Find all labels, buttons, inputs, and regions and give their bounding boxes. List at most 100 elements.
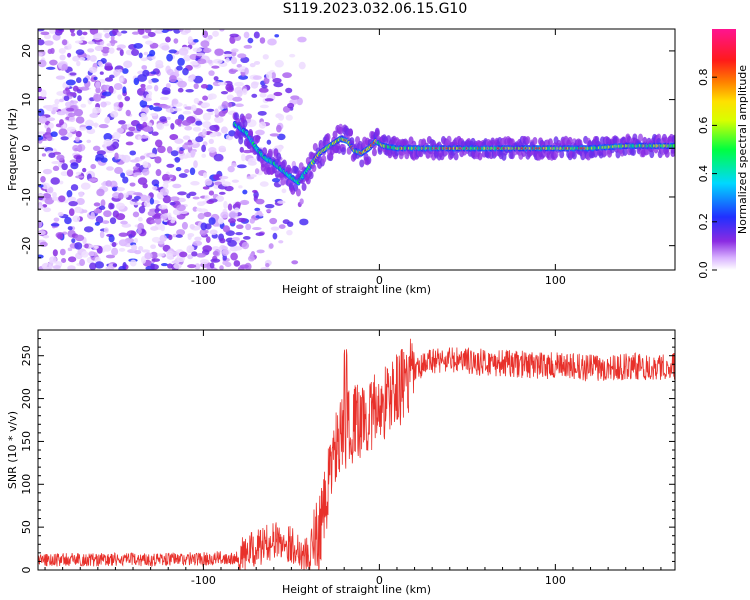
- spectrogram-noise-cell: [221, 101, 229, 109]
- spectrogram-noise-cell: [140, 57, 148, 62]
- spectrogram-noise-cell: [166, 146, 173, 154]
- spectrogram-noise-cell: [197, 212, 205, 220]
- spectrogram-noise-cell: [264, 98, 274, 102]
- spectrogram-noise-cell: [133, 237, 138, 244]
- spectrogram-noise-cell: [272, 77, 282, 84]
- spectrogram-noise-cell: [122, 193, 129, 199]
- spectrogram-noise-cell: [215, 195, 225, 202]
- spectrogram-noise-cell: [160, 224, 166, 232]
- spectrogram-noise-cell: [102, 29, 110, 33]
- spectrogram-noise-cell: [38, 86, 42, 93]
- spectrogram-noise-cell: [162, 182, 169, 189]
- spectrogram-noise-cell: [51, 160, 61, 165]
- spectrogram-noise-cell: [48, 122, 54, 129]
- spectrogram-x-tick-label: -100: [191, 274, 216, 287]
- spectrogram-noise-cell: [75, 49, 85, 56]
- colorbar-tick-label: 0.2: [697, 213, 710, 231]
- spectrogram-noise-cell: [175, 166, 182, 172]
- spectrogram-noise-cell: [149, 49, 156, 57]
- spectrogram-noise-cell: [208, 93, 217, 100]
- spectrogram-noise-cell: [162, 195, 172, 204]
- spectrogram-noise-cell: [165, 83, 171, 89]
- spectrogram-noise-cell: [254, 207, 261, 212]
- spectrogram-noise-cell: [116, 47, 122, 51]
- spectrogram-noise-cell: [139, 155, 146, 160]
- spectrogram-noise-cell: [190, 104, 197, 112]
- spectrogram-noise-cell: [88, 251, 95, 257]
- spectrogram-noise-cell: [44, 40, 54, 46]
- spectrogram-noise-cell: [165, 36, 171, 43]
- spectrogram-noise-cell: [187, 232, 195, 238]
- spectrogram-noise-cell: [273, 82, 284, 88]
- spectrogram-noise-cell: [94, 221, 100, 226]
- spectrogram-noise-cell: [177, 87, 184, 93]
- spectrogram-noise-cell: [176, 65, 183, 71]
- spectrogram-noise-cell: [61, 163, 68, 171]
- spectrogram-noise-cell: [152, 186, 158, 191]
- spectrogram-noise-cell: [44, 134, 51, 138]
- spectrogram-noise-cell: [268, 243, 274, 249]
- spectrogram-noise-cell: [49, 256, 57, 263]
- spectrogram-noise-cell: [110, 35, 115, 41]
- spectrogram-noise-cell: [218, 175, 229, 180]
- spectrogram-noise-cell: [182, 110, 192, 115]
- spectrogram-noise-cell: [143, 126, 154, 133]
- spectrogram-noise-cell: [42, 193, 52, 199]
- spectrogram-noise-cell: [195, 120, 203, 126]
- spectrogram-noise-cell: [245, 113, 252, 120]
- colorbar-label: Normalized spectral amplitude: [736, 65, 749, 234]
- spectrogram-noise-cell: [109, 40, 118, 44]
- spectrogram-noise-cell: [212, 81, 222, 87]
- spectrogram-noise-cell: [142, 35, 150, 39]
- spectrogram-noise-cell: [179, 251, 188, 258]
- spectrogram-noise-cell: [219, 237, 226, 244]
- spectrogram-noise-cell: [100, 101, 107, 108]
- spectrogram-noise-cell: [101, 220, 110, 224]
- spectrogram-ridge-halo: [305, 176, 311, 185]
- spectrogram-noise-cell: [79, 127, 87, 131]
- spectrogram-noise-cell: [82, 209, 88, 213]
- spectrogram-noise-cell: [112, 131, 121, 140]
- spectrogram-noise-cell: [83, 226, 94, 233]
- spectrogram-noise-cell: [166, 53, 173, 62]
- spectrogram-noise-cell: [182, 135, 191, 140]
- spectrogram-noise-cell: [75, 155, 82, 164]
- spectrogram-noise-cell: [178, 47, 189, 56]
- spectrogram-noise-cell: [76, 77, 82, 84]
- spectrogram-noise-cell: [276, 124, 282, 133]
- spectrogram-noise-cell: [209, 229, 218, 235]
- spectrogram-noise-cell: [118, 247, 126, 252]
- spectrogram-noise-cell: [247, 255, 255, 262]
- spectrogram-noise-cell: [71, 238, 76, 244]
- spectrogram-noise-cell: [190, 74, 196, 80]
- snr-y-tick-label: 250: [20, 345, 33, 366]
- spectrogram-noise-cell: [278, 224, 286, 229]
- spectrogram-noise-cell: [242, 236, 251, 240]
- spectrogram-noise-cell: [156, 29, 163, 32]
- spectrogram-noise-cell: [129, 259, 137, 267]
- spectrogram-noise-cell: [166, 163, 175, 168]
- spectrogram-noise-cell: [242, 189, 248, 195]
- spectrogram-noise-cell: [157, 145, 166, 154]
- spectrogram-noise-cell: [116, 31, 122, 37]
- spectrogram-x-tick-label: 0: [376, 274, 383, 287]
- spectrogram-noise-cell: [132, 211, 140, 218]
- spectrogram-noise-cell: [151, 131, 159, 136]
- spectrogram-noise-cell: [193, 83, 199, 90]
- spectrogram-noise-cell: [93, 76, 98, 81]
- spectrogram-noise-cell: [182, 154, 189, 159]
- colorbar-tick-label: 0.8: [697, 68, 710, 86]
- spectrogram-noise-cell: [173, 29, 181, 34]
- spectrogram-noise-cell: [42, 168, 53, 175]
- spectrogram-noise-cell: [70, 184, 79, 191]
- spectrogram-noise-cell: [204, 178, 213, 186]
- spectrogram-noise-cell: [124, 96, 131, 102]
- spectrogram-noise-cell: [93, 33, 102, 41]
- spectrogram-noise-cell: [166, 252, 174, 260]
- spectrogram-noise-cell: [150, 226, 159, 231]
- spectrogram-noise-cell: [169, 133, 179, 141]
- spectrogram-noise-cell: [95, 153, 105, 161]
- spectrogram-noise-cell: [118, 120, 126, 125]
- spectrogram-noise-cell: [171, 260, 180, 264]
- snr-x-tick-label: 100: [545, 574, 566, 587]
